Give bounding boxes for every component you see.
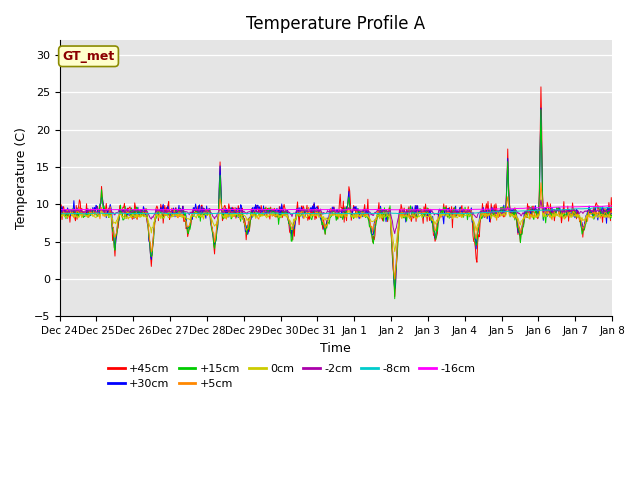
+5cm (391, 276, 399, 282)
+45cm (419, 220, 427, 226)
Title: Temperature Profile A: Temperature Profile A (246, 15, 426, 33)
-2cm (537, 197, 545, 203)
Line: +45cm: +45cm (60, 87, 612, 297)
+15cm (556, 212, 563, 217)
-16cm (339, 207, 346, 213)
Legend: +45cm, +30cm, +15cm, +5cm, 0cm, -2cm, -8cm, -16cm: +45cm, +30cm, +15cm, +5cm, 0cm, -2cm, -8… (104, 360, 480, 394)
0cm (230, 210, 238, 216)
Y-axis label: Temperature (C): Temperature (C) (15, 127, 28, 229)
X-axis label: Time: Time (321, 342, 351, 355)
0cm (211, 222, 219, 228)
+30cm (391, 286, 399, 292)
+45cm (230, 214, 238, 219)
-2cm (391, 231, 399, 237)
Line: -2cm: -2cm (60, 200, 612, 234)
+5cm (556, 208, 563, 214)
+15cm (191, 209, 198, 215)
+30cm (537, 105, 545, 111)
+15cm (56, 212, 63, 218)
Line: -8cm: -8cm (60, 207, 612, 214)
-2cm (608, 207, 616, 213)
-16cm (486, 206, 494, 212)
0cm (608, 214, 616, 219)
+45cm (608, 211, 616, 216)
-8cm (554, 207, 562, 213)
+5cm (56, 213, 63, 219)
+30cm (56, 207, 63, 213)
-8cm (191, 211, 198, 216)
+15cm (211, 240, 219, 246)
+15cm (486, 214, 494, 219)
Line: +30cm: +30cm (60, 108, 612, 289)
-8cm (486, 209, 494, 215)
+30cm (556, 209, 563, 215)
+5cm (230, 213, 238, 218)
+45cm (56, 205, 63, 211)
0cm (556, 213, 563, 218)
+15cm (537, 107, 545, 112)
-16cm (211, 207, 219, 213)
-2cm (419, 208, 427, 214)
+5cm (191, 211, 198, 217)
-2cm (191, 206, 198, 212)
+45cm (556, 204, 563, 210)
-2cm (56, 209, 63, 215)
0cm (191, 214, 198, 219)
+45cm (191, 206, 198, 212)
+5cm (537, 180, 545, 186)
-8cm (419, 211, 427, 216)
+15cm (391, 296, 399, 301)
+15cm (230, 208, 238, 214)
-8cm (56, 211, 63, 216)
Line: -16cm: -16cm (60, 206, 612, 210)
+30cm (230, 208, 238, 214)
-16cm (419, 207, 427, 213)
0cm (419, 212, 427, 217)
0cm (391, 249, 399, 254)
+5cm (608, 210, 616, 216)
+5cm (419, 209, 427, 215)
+30cm (191, 208, 198, 214)
-16cm (191, 207, 198, 213)
Line: 0cm: 0cm (60, 199, 612, 252)
+5cm (211, 236, 219, 241)
+30cm (608, 211, 616, 216)
-16cm (230, 206, 238, 212)
Line: +15cm: +15cm (60, 109, 612, 299)
-2cm (556, 208, 563, 214)
+5cm (486, 209, 494, 215)
+30cm (486, 212, 494, 218)
0cm (486, 212, 494, 218)
-16cm (554, 204, 562, 210)
+30cm (419, 215, 427, 220)
-16cm (56, 207, 63, 213)
+45cm (486, 219, 494, 225)
-2cm (486, 210, 494, 216)
+45cm (537, 84, 545, 90)
-8cm (608, 204, 616, 210)
-2cm (230, 209, 238, 215)
+45cm (211, 237, 219, 242)
-16cm (608, 203, 616, 209)
-2cm (211, 214, 219, 220)
-8cm (211, 210, 219, 216)
Line: +5cm: +5cm (60, 183, 612, 279)
0cm (56, 214, 63, 220)
+45cm (391, 294, 399, 300)
+15cm (419, 211, 427, 217)
-8cm (317, 211, 324, 217)
+15cm (608, 215, 616, 220)
+30cm (211, 240, 219, 246)
Text: GT_met: GT_met (63, 50, 115, 63)
-8cm (230, 211, 238, 216)
0cm (537, 196, 545, 202)
